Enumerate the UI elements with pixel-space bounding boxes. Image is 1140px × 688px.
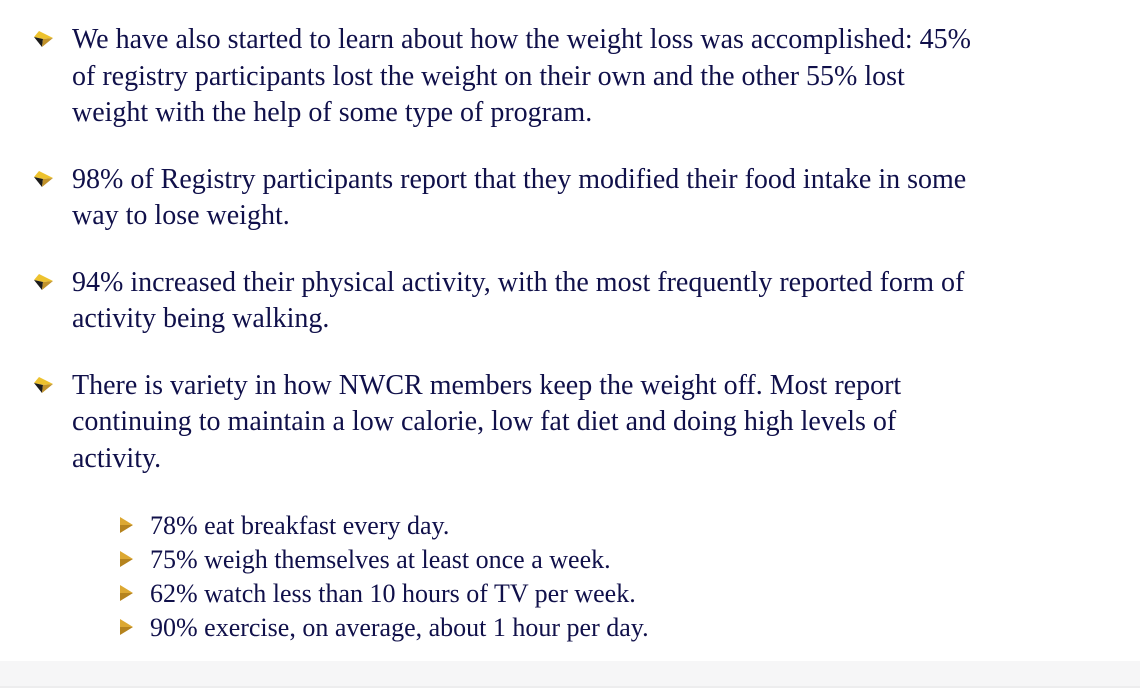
slide-content: We have also started to learn about how … [0, 22, 1110, 645]
bullet-item: There is variety in how NWCR members kee… [0, 368, 1110, 478]
bullet-text: There is variety in how NWCR members kee… [72, 369, 902, 474]
sub-bullet-text: 78% eat breakfast every day. [150, 511, 450, 540]
gold-triangle-bullet-icon [120, 517, 133, 533]
bullet-text: 94% increased their physical activity, w… [72, 266, 965, 335]
sub-bullet-text: 75% weigh themselves at least once a wee… [150, 545, 611, 574]
sub-bullet-item: 75% weigh themselves at least once a wee… [0, 543, 1110, 577]
gold-arrow-bullet-icon [34, 31, 53, 47]
gold-arrow-bullet-icon [34, 376, 53, 393]
gold-triangle-bullet-icon [120, 551, 133, 567]
gold-triangle-bullet-icon [120, 585, 133, 601]
gold-triangle-bullet-icon [120, 619, 133, 635]
slide-bottom-edge [0, 661, 1140, 688]
sub-bullet-list: 78% eat breakfast every day. 75% weigh t… [0, 509, 1110, 645]
bullet-item: 94% increased their physical activity, w… [0, 265, 1110, 338]
sub-bullet-item: 78% eat breakfast every day. [0, 509, 1110, 543]
sub-bullet-text: 90% exercise, on average, about 1 hour p… [150, 613, 649, 642]
bullet-text: 98% of Registry participants report that… [72, 163, 967, 232]
bullet-item: 98% of Registry participants report that… [0, 162, 1110, 235]
sub-bullet-text: 62% watch less than 10 hours of TV per w… [150, 579, 636, 608]
sub-bullet-item: 90% exercise, on average, about 1 hour p… [0, 611, 1110, 645]
bullet-item: We have also started to learn about how … [0, 22, 1110, 132]
sub-bullet-item: 62% watch less than 10 hours of TV per w… [0, 577, 1110, 611]
gold-arrow-bullet-icon [34, 273, 53, 290]
gold-arrow-bullet-icon [34, 170, 53, 187]
bullet-text: We have also started to learn about how … [72, 24, 971, 128]
